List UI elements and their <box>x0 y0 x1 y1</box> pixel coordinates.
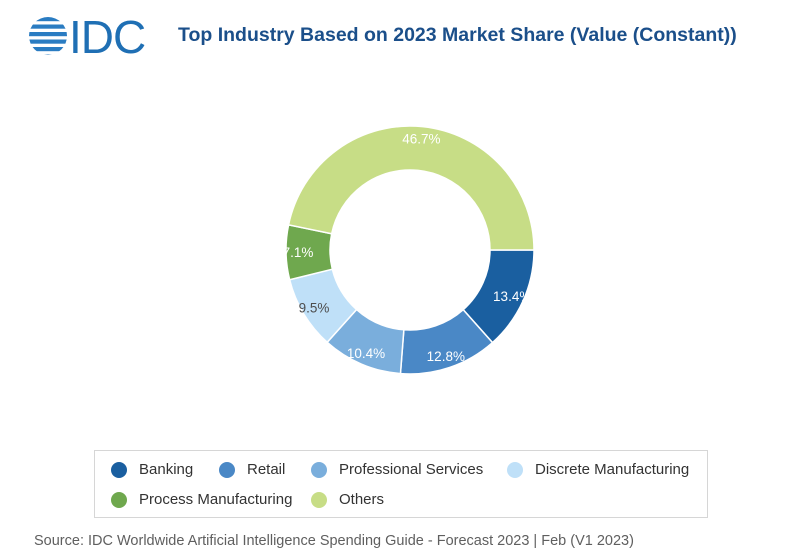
slice-label-retail: 12.8% <box>427 349 465 364</box>
legend-label-professional-services: Professional Services <box>339 461 484 478</box>
legend-marker-discrete-manufacturing <box>507 461 523 478</box>
legend-label-banking: Banking <box>139 461 194 478</box>
chart-title: Top Industry Based on 2023 Market Share … <box>178 24 737 46</box>
slice-others[interactable] <box>287 125 535 251</box>
source-note: Source: IDC Worldwide Artificial Intelli… <box>34 533 634 549</box>
legend-label-discrete-manufacturing: Discrete Manufacturing <box>535 461 690 478</box>
donut-slices <box>285 125 535 375</box>
legend-label-others: Others <box>339 491 385 508</box>
legend-item-discrete-manufacturing[interactable]: Discrete Manufacturing <box>507 461 689 478</box>
legend-marker-professional-services <box>311 461 327 478</box>
legend-label-retail: Retail <box>247 461 286 478</box>
legend-marker-banking <box>111 461 127 478</box>
legend: Banking Retail Professional Services Dis… <box>94 450 708 518</box>
slice-label-discrete-manufacturing: 9.5% <box>299 301 330 316</box>
legend-item-others[interactable]: Others <box>311 491 384 508</box>
slice-label-professional-services: 10.4% <box>347 346 385 361</box>
legend-item-retail[interactable]: Retail <box>219 461 285 478</box>
legend-label-process-manufacturing: Process Manufacturing <box>139 491 293 508</box>
slice-label-others: 46.7% <box>402 132 440 147</box>
legend-marker-others <box>311 491 327 508</box>
legend-item-process-manufacturing[interactable]: Process Manufacturing <box>111 491 292 508</box>
slice-label-banking: 13.4% <box>493 289 531 304</box>
slice-labels: 13.4% 12.8% 10.4% 9.5% 7.1% 46.7% <box>283 132 532 365</box>
idc-logo: IDC <box>29 14 146 58</box>
legend-marker-process-manufacturing <box>111 491 127 508</box>
legend-item-professional-services[interactable]: Professional Services <box>311 461 483 478</box>
legend-item-banking[interactable]: Banking <box>111 461 193 478</box>
legend-marker-retail <box>219 461 235 478</box>
logo-text: IDC <box>69 14 145 58</box>
slice-label-process-manufacturing: 7.1% <box>283 245 314 260</box>
globe-icon <box>29 17 67 55</box>
